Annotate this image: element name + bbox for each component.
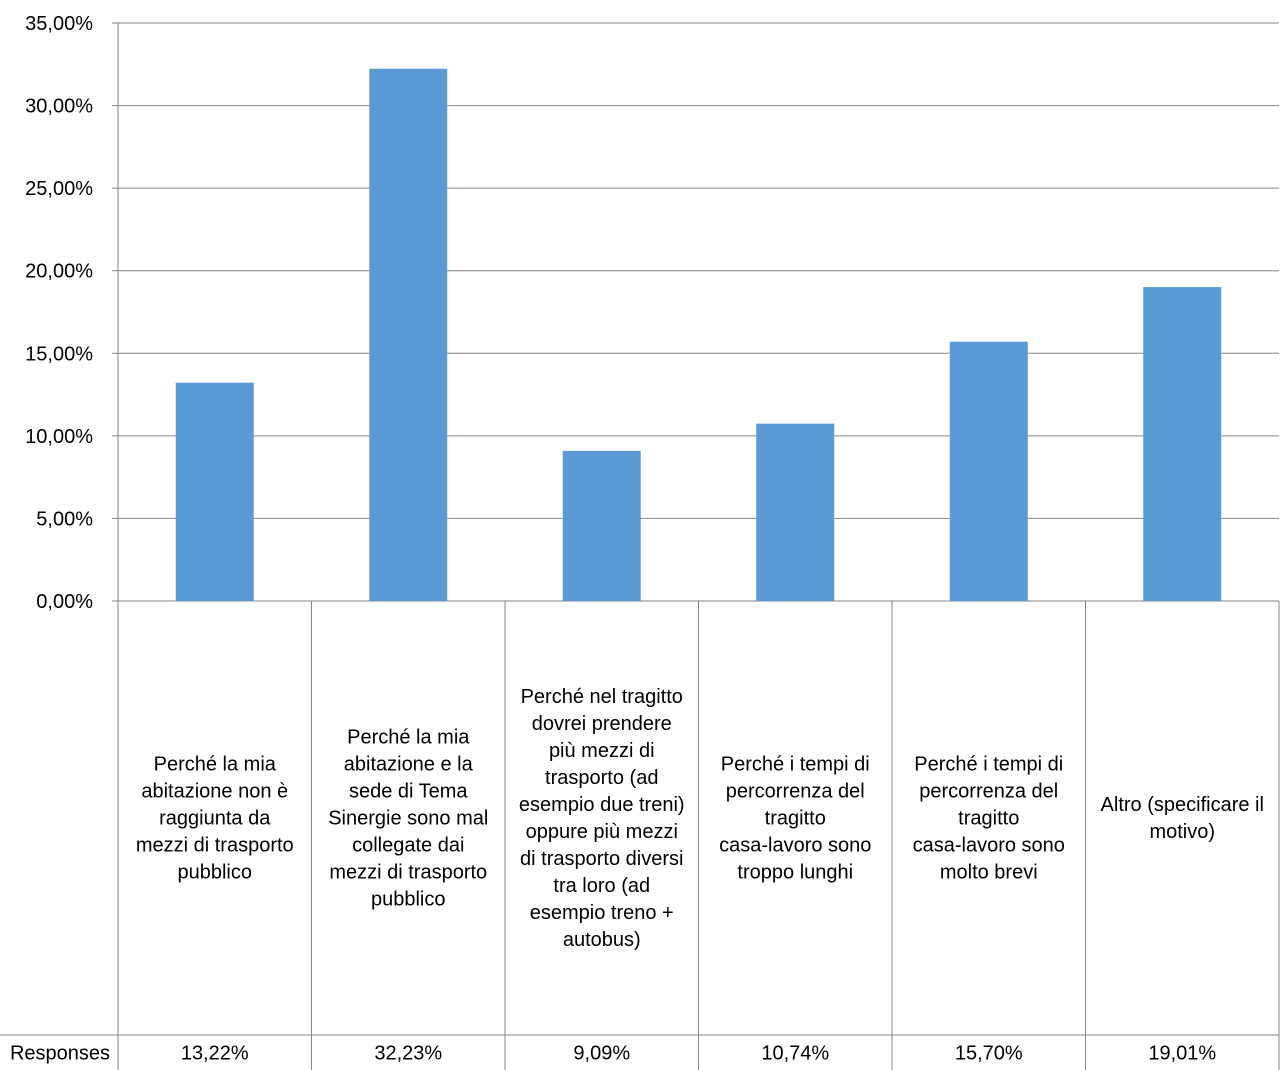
y-tick-label: 20,00% — [25, 261, 93, 283]
bar — [1143, 287, 1222, 601]
bars — [175, 68, 1222, 601]
axes — [112, 22, 119, 1070]
gridlines — [118, 22, 1279, 602]
category-label: Altro (specificare il motivo) — [1101, 794, 1264, 843]
y-tick-label: 30,00% — [25, 96, 93, 118]
y-axis-tick-labels: 0,00% 5,00% 10,00% 15,00% 20,00% 25,00% 30,00%… — [25, 13, 93, 613]
value-cell: 32,23% — [374, 1043, 442, 1065]
value-cell: 15,70% — [955, 1043, 1023, 1065]
y-tick-label: 10,00% — [25, 426, 93, 448]
bar — [369, 68, 448, 601]
category-label: Perché la mia abitazione non è raggiunta d… — [136, 754, 294, 884]
value-cell: 19,01% — [1148, 1043, 1216, 1065]
bar — [175, 382, 254, 601]
value-cell: 9,09% — [573, 1043, 630, 1065]
y-tick-label: 25,00% — [25, 178, 93, 200]
y-tick-label: 35,00% — [25, 13, 93, 35]
category-label: Perché nel tragitto dovrei prendere più me… — [519, 686, 685, 951]
bar — [562, 450, 641, 601]
y-tick-label: 5,00% — [36, 508, 93, 530]
y-tick-label: 15,00% — [25, 343, 93, 365]
y-tick-label: 0,00% — [36, 591, 93, 613]
bar — [756, 423, 835, 601]
value-cell: 13,22% — [181, 1043, 249, 1065]
category-table: Perché la mia abitazione non è raggiunta d… — [0, 601, 1280, 1070]
category-label: Perché la mia abitazione e la sede di Tema… — [328, 727, 488, 911]
category-label: Perché i tempi di percorrenza del tragitto… — [719, 754, 871, 884]
bar — [949, 341, 1028, 601]
value-cell: 10,74% — [761, 1043, 829, 1065]
series-name-label: Responses — [10, 1043, 110, 1065]
category-label: Perché i tempi di percorrenza del tragitto… — [913, 754, 1065, 884]
